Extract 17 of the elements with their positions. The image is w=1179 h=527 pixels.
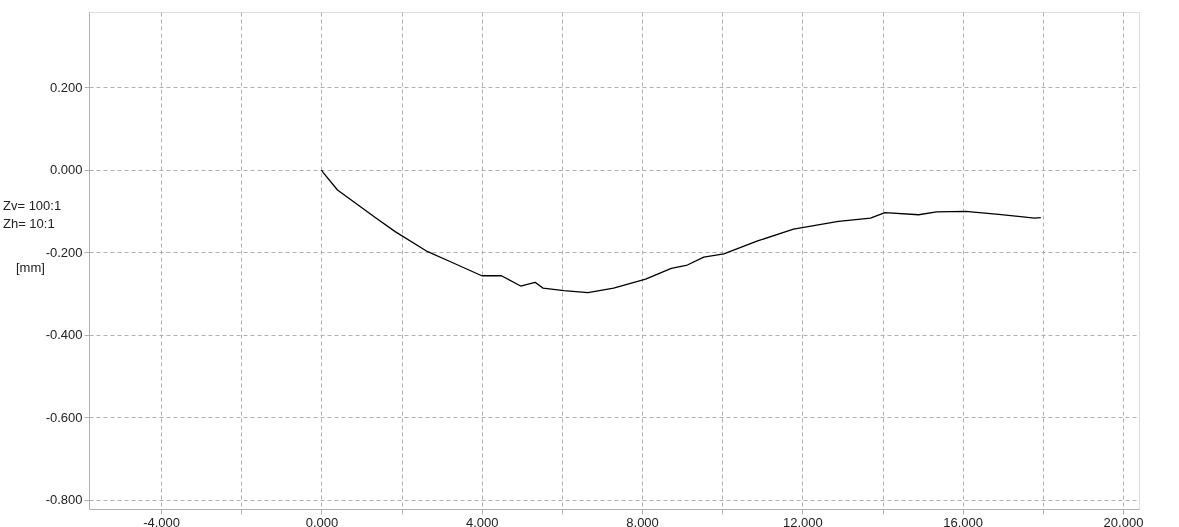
y-tick-label: 0.000	[49, 162, 83, 178]
text: Zh= 10:1	[3, 216, 55, 231]
y-tick-label: -0.800	[45, 492, 83, 508]
text: Zv= 100:1	[3, 198, 62, 213]
x-tick-label: 20.000	[1103, 514, 1144, 527]
y-tick-label: -0.600	[45, 409, 83, 425]
line-series	[320, 169, 1042, 294]
y-tick-label: -0.400	[45, 327, 83, 343]
x-tick-label: 12.000	[782, 514, 823, 527]
x-tick-label: 4.000	[465, 514, 499, 527]
x-tick-label: 8.000	[626, 514, 659, 527]
y-tick-label: -0.200	[45, 244, 83, 260]
x-tick-label: -4.000	[143, 514, 181, 527]
y-tick-label: 0.200	[49, 79, 83, 95]
x-tick-label: 0.000	[305, 514, 339, 527]
x-tick-label: 16.000	[943, 514, 984, 527]
y-axis-title: [mm]	[16, 260, 45, 275]
